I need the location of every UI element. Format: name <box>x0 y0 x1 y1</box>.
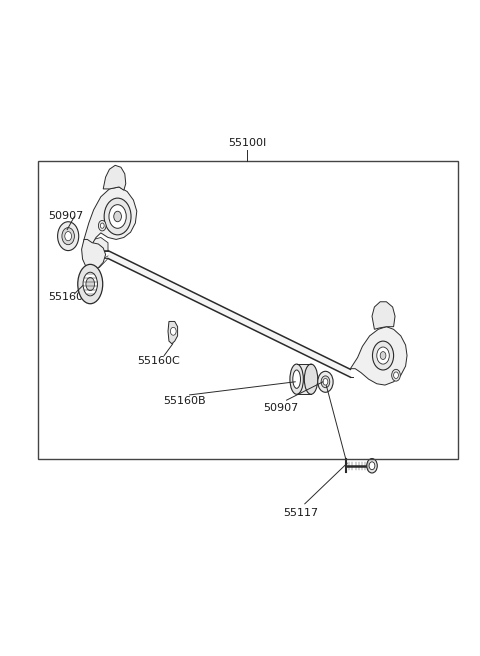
Circle shape <box>98 220 106 231</box>
Polygon shape <box>108 251 350 377</box>
Circle shape <box>104 198 131 235</box>
Circle shape <box>318 371 333 392</box>
Polygon shape <box>350 327 407 385</box>
Text: 55160B: 55160B <box>163 396 206 407</box>
Polygon shape <box>84 187 137 246</box>
Ellipse shape <box>78 264 103 304</box>
Polygon shape <box>91 237 108 251</box>
Text: 50907: 50907 <box>48 211 83 222</box>
Ellipse shape <box>304 364 318 394</box>
Ellipse shape <box>293 370 300 388</box>
Circle shape <box>109 205 126 228</box>
Circle shape <box>65 232 72 241</box>
Circle shape <box>321 376 330 388</box>
Circle shape <box>170 327 176 335</box>
Text: 55160C: 55160C <box>137 356 180 366</box>
Ellipse shape <box>290 364 303 394</box>
Circle shape <box>380 352 386 359</box>
Polygon shape <box>82 239 106 270</box>
Circle shape <box>369 462 375 470</box>
Text: 55100I: 55100I <box>228 138 266 148</box>
Circle shape <box>62 228 74 245</box>
Circle shape <box>394 372 398 379</box>
Circle shape <box>367 459 377 473</box>
Circle shape <box>323 379 328 385</box>
Circle shape <box>392 369 400 381</box>
Bar <box>294 365 309 394</box>
Text: 55160B: 55160B <box>48 291 91 302</box>
Text: 55117: 55117 <box>283 508 318 518</box>
Circle shape <box>372 341 394 370</box>
Text: 50907: 50907 <box>263 403 298 413</box>
Polygon shape <box>372 302 395 329</box>
Ellipse shape <box>83 272 97 296</box>
Polygon shape <box>168 321 178 344</box>
Bar <box>38 161 458 459</box>
Circle shape <box>58 222 79 251</box>
Ellipse shape <box>86 277 95 291</box>
Circle shape <box>377 347 389 364</box>
Polygon shape <box>103 165 126 190</box>
Circle shape <box>100 223 104 228</box>
Circle shape <box>114 211 121 222</box>
